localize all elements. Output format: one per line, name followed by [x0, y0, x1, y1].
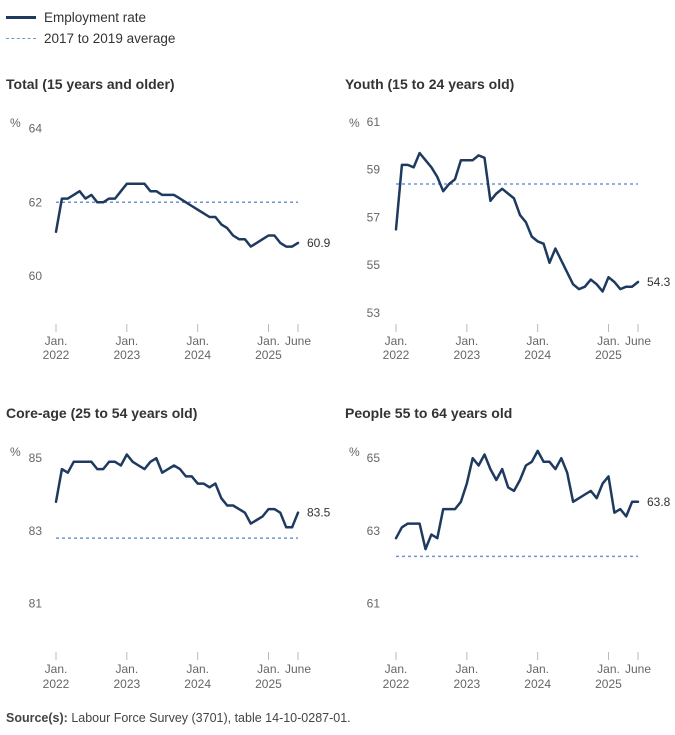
chart-2-x-tick-year: 2022 [383, 348, 410, 362]
legend: Employment rate 2017 to 2019 average [6, 7, 175, 49]
chart-1-x-tick-label: Jan. [186, 334, 209, 348]
chart-4-employment-line [394, 449, 640, 551]
chart-1-title: Total (15 years and older) [6, 76, 175, 92]
legend-item-employment[interactable]: Employment rate [6, 7, 175, 28]
chart-1-end-value-label: 60.9 [307, 236, 331, 250]
chart-2-y-tick-label: 53 [367, 306, 381, 320]
chart-3-x-tick-year: 2022 [43, 677, 70, 691]
legend-solid-line-icon [6, 16, 36, 19]
chart-2-x-tick-label: Jan. [597, 334, 620, 348]
legend-average-label: 2017 to 2019 average [44, 31, 176, 46]
chart-1-x-tick-year: 2023 [113, 348, 140, 362]
chart-3-x-tick-year: 2023 [113, 677, 140, 691]
chart-2-x-tick-year: 2024 [524, 348, 551, 362]
chart-4-x-tick-label: Jan. [597, 662, 620, 676]
chart-3-x-tick-label: Jan. [45, 662, 68, 676]
chart-2-y-tick-label: 59 [367, 163, 381, 177]
chart-1-y-tick-label: 60 [29, 269, 43, 283]
chart-4-end-value-label: 63.8 [647, 495, 671, 509]
chart-2-x-tick-label: Jan. [455, 334, 478, 348]
chart-1-x-tick-label: Jan. [45, 334, 68, 348]
chart-1-y-unit-label: % [10, 116, 21, 130]
chart-2-title: Youth (15 to 24 years old) [345, 76, 514, 92]
chart-1-x-tick-label: Jan. [115, 334, 138, 348]
chart-3-y-tick-label: 83 [29, 524, 43, 538]
chart-2-x-tick-label: Jan. [385, 334, 408, 348]
chart-1-x-tick-label: June [285, 334, 311, 348]
chart-1-x-tick-year: 2022 [43, 348, 70, 362]
chart-1-x-tick-year: 2025 [255, 348, 282, 362]
chart-3-title: Core-age (25 to 54 years old) [6, 405, 197, 421]
chart-4-x-tick-year: 2024 [524, 677, 551, 691]
chart-3-y-tick-label: 85 [29, 451, 43, 465]
chart-2-x-tick-year: 2025 [595, 348, 622, 362]
chart-2-x-tick-year: 2023 [453, 348, 480, 362]
chart-1-y-tick-label: 64 [29, 121, 43, 135]
chart-3-x-tick-year: 2025 [255, 677, 282, 691]
chart-1-y-tick-label: 62 [29, 195, 43, 209]
chart-3-x-tick-label: Jan. [115, 662, 138, 676]
chart-4-y-tick-label: 65 [367, 451, 381, 465]
chart-4-y-unit-label: % [349, 445, 360, 459]
chart-3-x-tick-label: June [285, 662, 311, 676]
chart-3-employment-line [54, 453, 300, 529]
chart-2-y-tick-label: 61 [367, 115, 381, 129]
chart-1-x-tick-year: 2024 [184, 348, 211, 362]
chart-3-end-value-label: 83.5 [307, 506, 331, 520]
chart-2-y-unit-label: % [349, 116, 360, 130]
chart-1-employment-line [54, 182, 300, 248]
chart-4-x-tick-label: Jan. [455, 662, 478, 676]
source-note: Source(s): Labour Force Survey (3701), t… [6, 711, 351, 725]
chart-3-y-unit-label: % [10, 445, 21, 459]
chart-2-employment-line [394, 151, 640, 293]
chart-2-x-tick-label: June [625, 334, 651, 348]
legend-employment-label: Employment rate [44, 10, 147, 25]
chart-3-x-tick-label: Jan. [257, 662, 280, 676]
chart-4-x-tick-year: 2023 [453, 677, 480, 691]
chart-2-y-tick-label: 55 [367, 258, 381, 272]
chart-4-title: People 55 to 64 years old [345, 405, 512, 421]
chart-4-y-tick-label: 63 [367, 524, 381, 538]
chart-3-x-tick-label: Jan. [186, 662, 209, 676]
legend-dashed-line-icon [6, 38, 36, 39]
chart-2-x-tick-label: Jan. [526, 334, 549, 348]
chart-4-x-tick-year: 2022 [383, 677, 410, 691]
chart-4-x-tick-label: Jan. [526, 662, 549, 676]
chart-2-end-value-label: 54.3 [647, 275, 671, 289]
chart-4-x-tick-label: June [625, 662, 651, 676]
source-text: Labour Force Survey (3701), table 14-10-… [71, 711, 351, 725]
chart-2-y-tick-label: 57 [367, 210, 381, 224]
source-label: Source(s): [6, 711, 68, 725]
chart-4-x-tick-year: 2025 [595, 677, 622, 691]
chart-4-y-tick-label: 61 [367, 597, 381, 611]
chart-3-y-tick-label: 81 [29, 597, 43, 611]
chart-3-x-tick-year: 2024 [184, 677, 211, 691]
legend-item-average[interactable]: 2017 to 2019 average [6, 28, 175, 49]
chart-4-x-tick-label: Jan. [385, 662, 408, 676]
chart-1-x-tick-label: Jan. [257, 334, 280, 348]
